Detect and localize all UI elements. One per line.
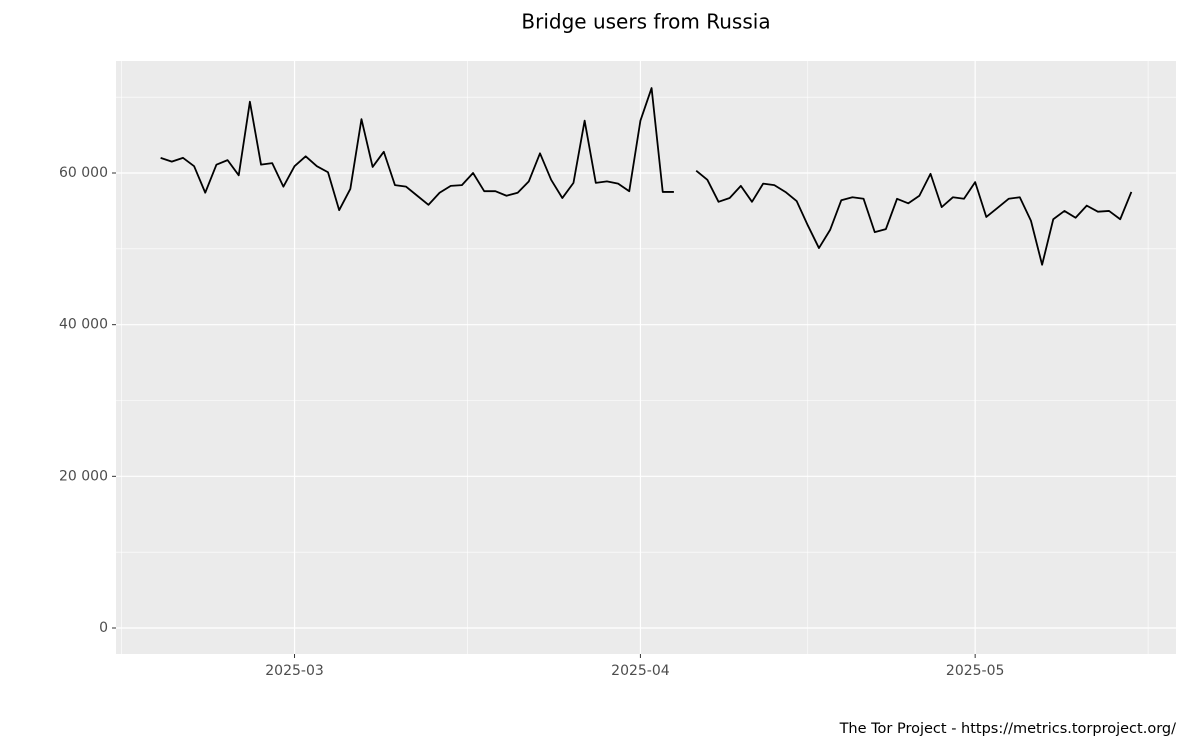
y-tick-label: 60 000 <box>59 165 108 181</box>
chart-title: Bridge users from Russia <box>521 10 770 34</box>
y-tick-label: 20 000 <box>59 468 108 484</box>
line <box>160 87 1133 266</box>
caption: The Tor Project - https://metrics.torpro… <box>839 721 1177 737</box>
panel <box>116 61 1176 654</box>
x-tick-label: 2025-04 <box>611 663 670 679</box>
x-tick-label: 2025-03 <box>265 663 324 679</box>
y-tick-label: 0 <box>99 620 108 636</box>
x-tick-label: 2025-05 <box>946 663 1005 679</box>
y-tick-label: 40 000 <box>59 317 108 333</box>
